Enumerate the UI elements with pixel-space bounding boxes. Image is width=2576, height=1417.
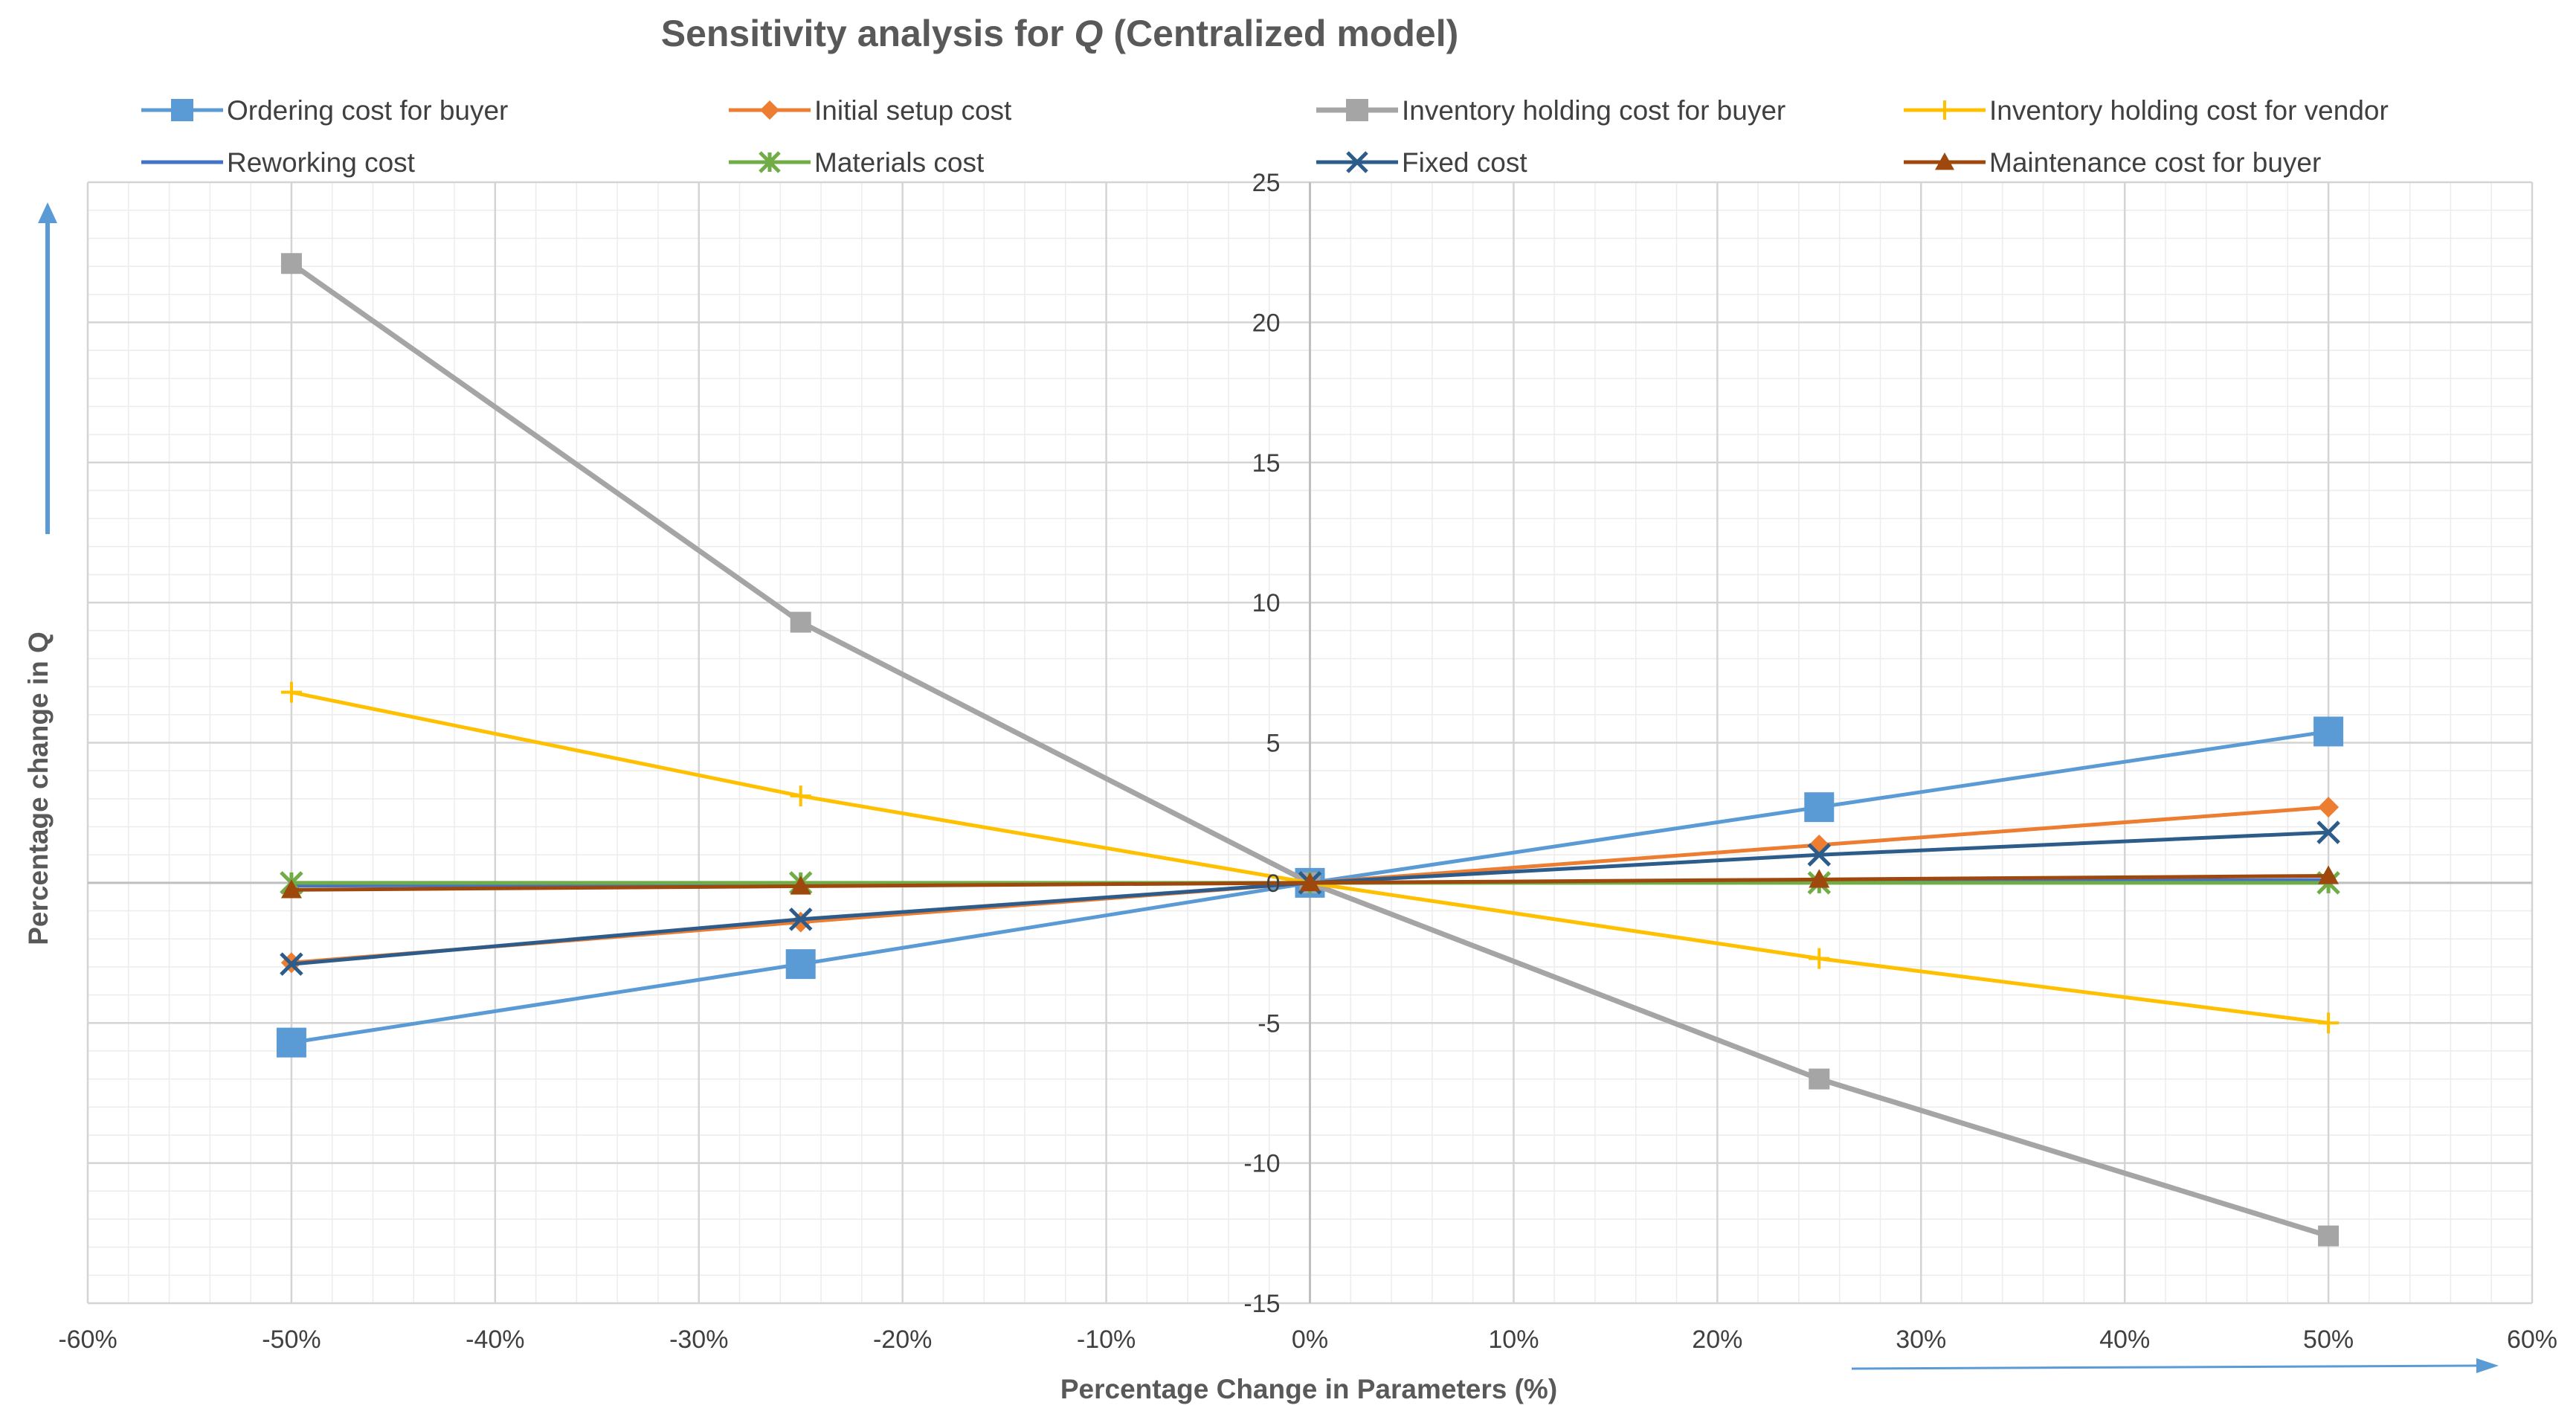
- x-tick-label: 10%: [1488, 1326, 1539, 1354]
- y-tick-label: 0: [1266, 870, 1281, 898]
- x-tick-label: 60%: [2507, 1326, 2557, 1354]
- legend-label: Inventory holding cost for buyer: [1402, 95, 1786, 126]
- legend-label: Ordering cost for buyer: [227, 95, 508, 126]
- data-point: [1346, 151, 1368, 173]
- data-point: [1935, 152, 1954, 170]
- y-tick-label: -10: [1243, 1150, 1280, 1178]
- chart-title: Sensitivity analysis for Q (Centralized …: [661, 13, 1459, 54]
- legend-label: Fixed cost: [1402, 147, 1527, 178]
- data-point: [276, 1027, 306, 1058]
- data-point: [2318, 865, 2340, 884]
- data-point: [2316, 820, 2340, 844]
- x-axis-label: Percentage Change in Parameters (%): [1060, 1374, 1557, 1404]
- x-tick-label: 0%: [1292, 1326, 1328, 1354]
- tick-labels: -60% -50% -40% -30% -20% -10% 0% 10% 20% 30% 40% 50…: [58, 169, 2557, 1354]
- data-point: [280, 879, 302, 899]
- legend-label: Initial setup cost: [814, 95, 1012, 126]
- legend-label: Inventory holding cost for vendor: [1989, 95, 2389, 126]
- data-point: [760, 100, 779, 120]
- series-layer: [276, 253, 2344, 1247]
- data-point: [790, 611, 811, 633]
- data-point: [280, 253, 302, 274]
- legend-item: Ordering cost for buyer: [141, 95, 508, 126]
- y-tick-label: -15: [1243, 1290, 1280, 1318]
- x-tick-label: -50%: [262, 1326, 321, 1354]
- y-axis-label: Percentage change in Q: [23, 632, 54, 945]
- x-tick-label: -10%: [1077, 1326, 1136, 1354]
- x-tick-label: -40%: [466, 1326, 524, 1354]
- data-point: [790, 785, 811, 807]
- series-maintenance-cost-for-buyer: [280, 865, 2340, 899]
- y-tick-label: 25: [1252, 169, 1281, 197]
- legend-item: Fixed cost: [1316, 147, 1527, 178]
- x-arrow-icon: [1851, 1358, 2499, 1373]
- data-point: [280, 952, 303, 976]
- data-point: [2318, 797, 2340, 818]
- legend-label: Maintenance cost for buyer: [1989, 147, 2321, 178]
- x-tick-label: -20%: [873, 1326, 932, 1354]
- legend-item: Inventory holding cost for vendor: [1904, 95, 2389, 126]
- y-tick-label: 10: [1252, 589, 1281, 617]
- data-point: [2318, 1225, 2340, 1247]
- legend-label: Materials cost: [814, 147, 985, 178]
- data-point: [1807, 843, 1832, 867]
- data-point: [171, 99, 193, 121]
- legend-item: Inventory holding cost for buyer: [1316, 95, 1786, 126]
- x-tick-label: -30%: [669, 1326, 728, 1354]
- data-point: [788, 907, 813, 931]
- data-point: [759, 151, 781, 173]
- legend: Ordering cost for buyer Initial setup cos…: [141, 95, 2389, 178]
- x-tick-label: -60%: [58, 1326, 117, 1354]
- legend-item: Materials cost: [729, 147, 985, 178]
- legend-item: Initial setup cost: [729, 95, 1012, 126]
- data-point: [785, 949, 816, 980]
- data-point: [1935, 100, 1954, 120]
- data-point: [1299, 872, 1321, 892]
- data-point: [1346, 99, 1368, 121]
- data-point: [2318, 1012, 2340, 1034]
- y-tick-label: -5: [1258, 1009, 1280, 1038]
- data-point: [280, 681, 302, 703]
- data-point: [2313, 716, 2344, 747]
- y-arrow-icon: [38, 202, 57, 534]
- data-point: [790, 875, 811, 895]
- data-point: [1804, 792, 1835, 823]
- x-tick-label: 20%: [1692, 1326, 1742, 1354]
- data-point: [1809, 1068, 1830, 1090]
- y-tick-label: 20: [1252, 309, 1281, 337]
- x-tick-label: 30%: [1896, 1326, 1946, 1354]
- legend-item: Maintenance cost for buyer: [1904, 147, 2321, 178]
- legend-item: Reworking cost: [141, 147, 416, 178]
- legend-label: Reworking cost: [227, 147, 416, 178]
- x-tick-label: 50%: [2303, 1326, 2354, 1354]
- data-point: [1809, 869, 1830, 888]
- x-tick-label: 40%: [2099, 1326, 2150, 1354]
- data-point: [790, 911, 811, 933]
- y-tick-label: 5: [1266, 730, 1281, 758]
- y-tick-label: 15: [1252, 449, 1281, 478]
- data-point: [1809, 948, 1830, 969]
